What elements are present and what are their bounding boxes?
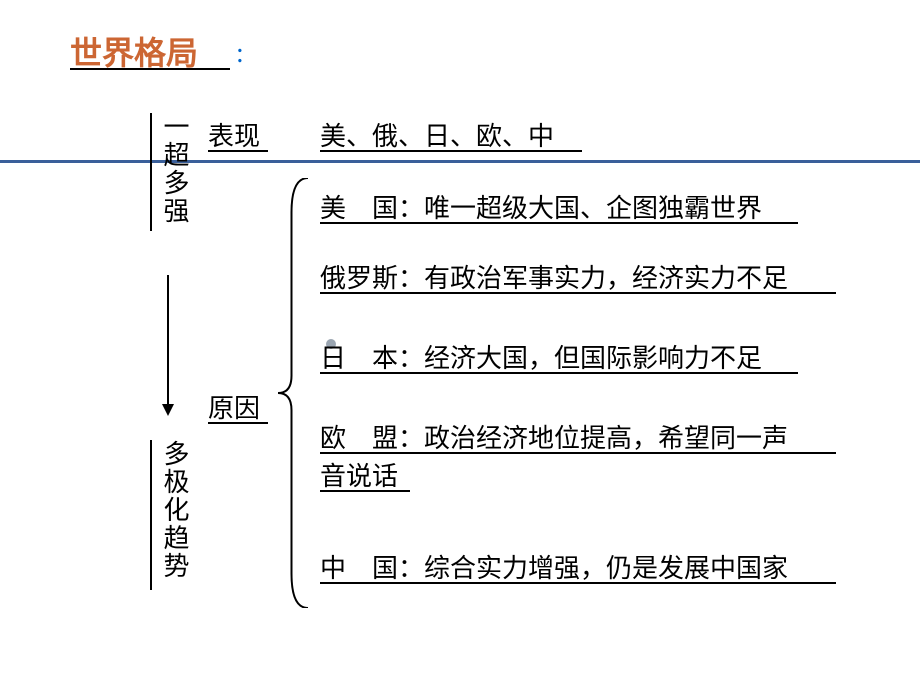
arrow-head-icon (162, 404, 174, 416)
horizontal-divider (0, 160, 920, 163)
arrow-line (167, 275, 169, 404)
reason-line: 欧 盟：政治经济地位提高，希望同一声 (320, 418, 788, 455)
vertical-label-top: 一超多强 (156, 113, 193, 225)
reason-line-underline (320, 490, 410, 492)
reason-line-underline (320, 372, 798, 374)
biaoxian-content-underline (320, 150, 582, 152)
reason-line: 日 本：经济大国，但国际影响力不足 (320, 338, 762, 375)
vertical-label-bottom-underline (150, 440, 152, 590)
title-colon: : (236, 38, 244, 70)
reason-line: 俄罗斯：有政治军事实力，经济实力不足 (320, 258, 788, 295)
label-biaoxian: 表现 (208, 116, 260, 153)
curly-bracket-icon (278, 178, 308, 608)
label-biaoxian-underline (208, 150, 268, 152)
label-yuanyin-underline (208, 422, 268, 424)
vertical-label-top-underline (150, 113, 152, 231)
vertical-label-bottom: 多极化趋势 (156, 440, 193, 580)
reason-line: 音说话 (320, 456, 398, 493)
biaoxian-content: 美、俄、日、欧、中 (320, 116, 554, 153)
title-underline (70, 68, 230, 70)
reason-line-underline (320, 222, 798, 224)
reason-line-underline (320, 582, 836, 584)
reason-line: 中 国：综合实力增强，仍是发展中国家 (320, 548, 788, 585)
reason-line: 美 国：唯一超级大国、企图独霸世界 (320, 188, 762, 225)
reason-line-underline (320, 292, 836, 294)
label-yuanyin: 原因 (208, 388, 260, 425)
reason-line-underline (320, 452, 836, 454)
